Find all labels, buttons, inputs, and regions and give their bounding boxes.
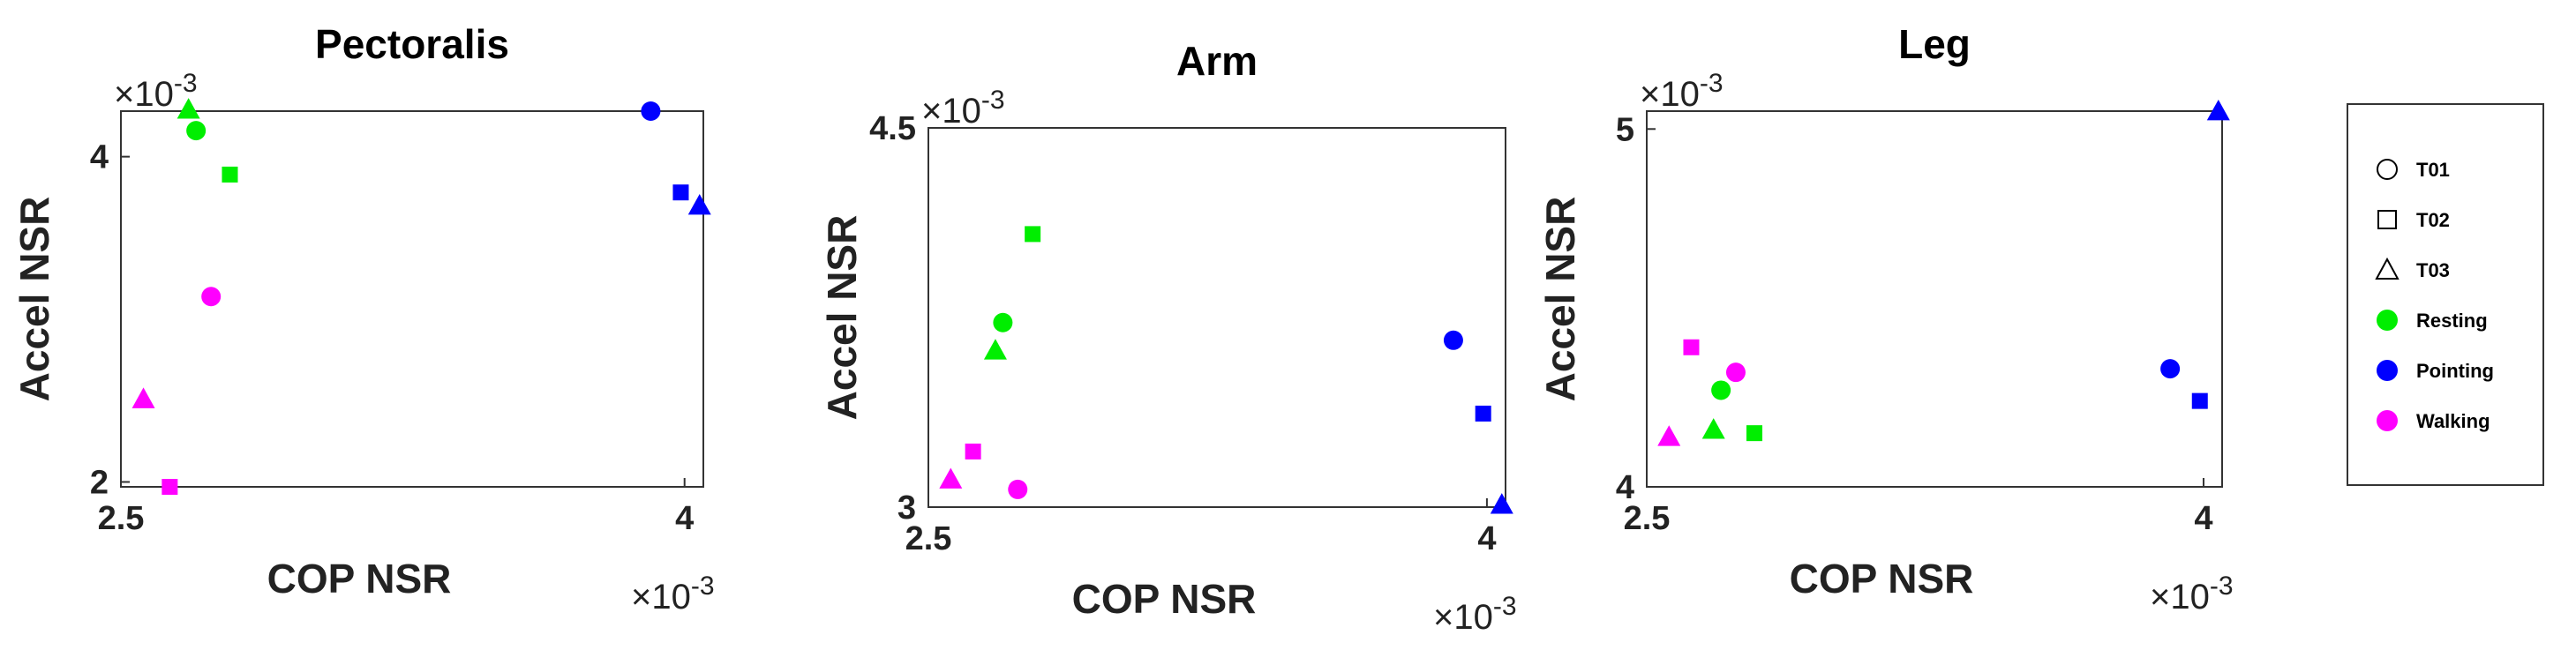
- x-axis-label: COP NSR: [1790, 556, 1974, 601]
- resting-color-legend-icon: [2377, 310, 2398, 331]
- x-exponent-label: ×10-3: [1433, 592, 1517, 637]
- y-tick-label: 4: [1616, 469, 1634, 506]
- data-point-t03-resting: [1701, 418, 1725, 439]
- data-point-t01-pointing: [641, 101, 661, 121]
- x-tick-label: 4: [675, 500, 694, 537]
- data-point-t01-walking: [201, 287, 222, 307]
- y-tick-label: 5: [1616, 111, 1634, 148]
- scatter-panel-1: Pectoralis ×10-3 2.5 4 2 4 COP NSR ×10-3 Accel N…: [11, 21, 715, 616]
- data-point-t01-resting: [186, 121, 207, 141]
- x-tick-label: 2.5: [905, 520, 952, 557]
- x-tick-label: 2.5: [1624, 500, 1671, 537]
- data-point-t02-resting: [1746, 425, 1762, 442]
- data-point-t02-walking: [1683, 339, 1700, 355]
- scatter-panel-2: Arm ×10-3 2.5 4 3 4.5 COP NSR ×10-3 Accel NSR: [819, 38, 1517, 637]
- legend-label: T01: [2416, 159, 2450, 181]
- y-exponent-label: ×10-3: [921, 86, 1005, 131]
- x-axis-label: COP NSR: [267, 556, 452, 601]
- data-point-t01-walking: [1008, 479, 1028, 499]
- legend-label: Resting: [2416, 310, 2488, 332]
- legend-label: T03: [2416, 259, 2450, 281]
- triangle-legend-icon: [2375, 257, 2400, 280]
- y-tick-label: 4: [90, 139, 109, 176]
- data-point-t01-resting: [993, 312, 1013, 332]
- y-tick-label: 4.5: [869, 110, 916, 147]
- chart-title: Arm: [1176, 38, 1258, 84]
- legend-label: Walking: [2416, 410, 2490, 432]
- x-axis-label: COP NSR: [1072, 576, 1257, 622]
- y-exponent-label: ×10-3: [1640, 69, 1724, 114]
- data-point-t03-walking: [939, 467, 963, 489]
- data-point-t02-walking: [965, 443, 981, 459]
- x-exponent-label: ×10-3: [631, 572, 715, 616]
- data-point-t03-pointing: [1490, 493, 1513, 514]
- x-exponent-label: ×10-3: [2150, 572, 2234, 616]
- y-axis-label: Accel NSR: [1537, 197, 1583, 402]
- chart-title: Leg: [1898, 21, 1971, 67]
- plot-area: [1646, 110, 2223, 488]
- data-point-t03-pointing: [2206, 100, 2230, 121]
- pointing-color-legend-icon: [2377, 360, 2398, 381]
- data-point-t01-walking: [1725, 362, 1746, 383]
- plot-area: [928, 127, 1506, 508]
- data-point-t01-resting: [1711, 380, 1731, 400]
- data-point-t02-resting: [222, 166, 238, 183]
- data-point-t03-walking: [1657, 425, 1681, 446]
- data-point-t02-walking: [161, 479, 178, 495]
- x-tick-label: 2.5: [98, 500, 145, 537]
- y-tick-label: 3: [897, 489, 916, 527]
- y-axis-label: Accel NSR: [11, 197, 57, 402]
- walking-color-legend-icon: [2377, 410, 2398, 431]
- data-point-t03-walking: [131, 387, 155, 408]
- plot-area: [120, 110, 704, 488]
- data-point-t01-pointing: [2160, 359, 2181, 379]
- x-tick-label: 4: [2194, 500, 2212, 537]
- data-point-t02-pointing: [2191, 392, 2208, 409]
- square-legend-icon: [2377, 210, 2397, 229]
- legend-label: Pointing: [2416, 360, 2494, 382]
- data-point-t03-resting: [983, 339, 1007, 360]
- data-point-t02-pointing: [1475, 405, 1491, 422]
- y-axis-label: Accel NSR: [819, 215, 865, 421]
- data-point-t01-pointing: [1443, 330, 1463, 350]
- legend-label: T02: [2416, 209, 2450, 231]
- y-exponent-label: ×10-3: [114, 69, 198, 114]
- data-point-t02-pointing: [672, 184, 689, 201]
- x-tick-label: 4: [1477, 520, 1496, 557]
- circle-legend-icon: [2377, 159, 2398, 180]
- data-point-t03-pointing: [687, 193, 711, 215]
- y-tick-label: 2: [90, 464, 109, 501]
- chart-title: Pectoralis: [315, 21, 509, 67]
- data-point-t02-resting: [1025, 226, 1041, 243]
- data-point-t03-resting: [176, 98, 200, 119]
- legend: T01 T02 T03 Resting Pointing Walking: [2347, 103, 2544, 486]
